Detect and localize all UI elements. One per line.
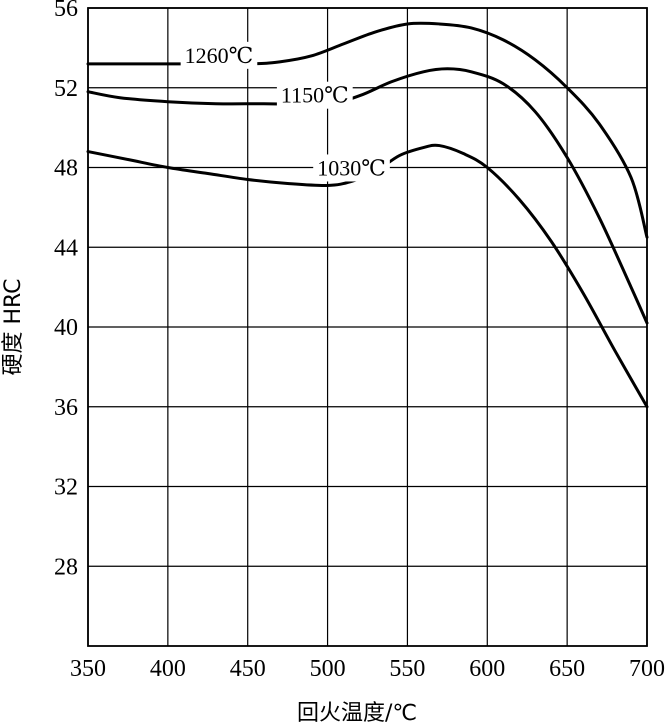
x-axis-title: 回火温度/℃ [297,701,417,726]
y-tick-label: 52 [54,76,78,102]
y-tick-label: 56 [54,0,78,22]
y-tick-label: 32 [54,475,78,501]
series-label: 1150℃ [281,83,349,108]
series-line-1 [86,67,649,325]
x-tick-label: 700 [629,656,665,682]
series-line-2 [86,143,649,409]
series-label-background [180,41,258,69]
series-line-0 [86,21,649,239]
grid-layer [87,7,648,646]
y-tick-labels: 28 32 36 40 44 48 52 56 [54,0,78,580]
x-tick-labels: 350 400 450 500 550 600 650 700 [70,656,665,682]
x-tick-label: 350 [70,656,106,682]
series-layer [86,21,649,409]
x-tick-label: 400 [150,656,186,682]
y-tick-label: 36 [54,395,78,421]
y-axis-title: 硬度 HRC [1,278,26,375]
series-label: 1030℃ [317,155,386,180]
series-label-layer: 1260℃ 1150℃ 1030℃ [180,41,390,182]
plot-frame [87,7,648,647]
series-label-background [276,81,353,109]
x-tick-label: 500 [310,656,346,682]
y-tick-label: 48 [54,156,78,182]
x-tick-label: 450 [230,656,266,682]
x-tick-label: 550 [389,656,425,682]
series-label: 1260℃ [185,43,254,68]
y-tick-label: 44 [54,235,78,261]
y-tick-label: 28 [54,554,78,580]
series-label-background [313,154,390,182]
x-tick-label: 600 [469,656,505,682]
y-tick-label: 40 [54,315,78,341]
x-tick-label: 650 [549,656,585,682]
